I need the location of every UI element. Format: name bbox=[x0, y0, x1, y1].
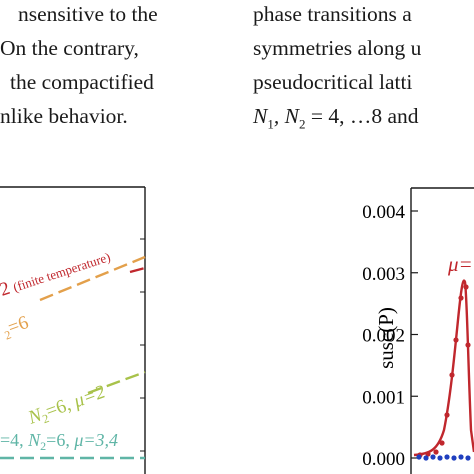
label-teal-after: =6, bbox=[46, 430, 74, 450]
svg-text:N2=6, μ=2: N2=6, μ=2 bbox=[25, 381, 110, 431]
blue-marker bbox=[444, 454, 450, 460]
label-red-note: (finite temperature) bbox=[11, 249, 112, 295]
y-tick-label: 0.000 bbox=[362, 449, 405, 470]
y-tick-label: 0.003 bbox=[362, 264, 405, 285]
label-orange-sub: 2 bbox=[3, 327, 13, 342]
right-text-line-2: symmetries along u bbox=[253, 36, 422, 60]
left-text-line-4: nlike behavior. bbox=[0, 104, 128, 128]
math-n1: N bbox=[253, 104, 268, 128]
red-marker bbox=[463, 284, 469, 290]
red-marker bbox=[433, 449, 439, 455]
right-plot-y-ticks: 0.000 0.001 0.002 0.003 0.004 bbox=[362, 202, 418, 470]
series-olive-line bbox=[87, 370, 146, 395]
label-red: 2(finite temperature) bbox=[0, 245, 113, 301]
label-teal: =4, N2=6, μ=3,4 bbox=[0, 430, 118, 453]
math-and: and bbox=[387, 104, 419, 128]
blue-marker bbox=[465, 455, 471, 461]
left-text-line-2: On the contrary, bbox=[0, 36, 139, 60]
series-red-markers bbox=[417, 284, 471, 458]
red-marker bbox=[449, 372, 455, 378]
label-orange: 2=6 bbox=[0, 312, 32, 343]
red-marker bbox=[453, 337, 459, 343]
label-olive-sub: 2 bbox=[41, 411, 51, 426]
y-tick-label: 0.002 bbox=[362, 326, 405, 347]
red-marker bbox=[439, 440, 445, 446]
label-teal-text: =4, bbox=[0, 430, 28, 450]
red-marker bbox=[444, 412, 450, 418]
label-olive-mu: μ=2 bbox=[70, 381, 109, 412]
label-teal-prefix: N bbox=[27, 430, 41, 450]
math-sub-1: 1 bbox=[267, 116, 274, 132]
blue-marker bbox=[458, 454, 464, 460]
series-red-curve bbox=[413, 279, 474, 457]
blue-marker bbox=[416, 454, 422, 460]
blue-marker bbox=[423, 455, 429, 461]
right-text-line-1: phase transitions a bbox=[253, 2, 412, 26]
series-red-line bbox=[129, 266, 146, 274]
math-tail: = 4, …8 bbox=[305, 104, 388, 128]
left-text-line-3: the compactified bbox=[10, 70, 154, 94]
red-marker bbox=[425, 451, 431, 457]
math-n2: , N bbox=[273, 104, 299, 128]
label-teal-sub: 2 bbox=[40, 439, 46, 453]
series-blue-markers bbox=[416, 454, 471, 461]
right-plot-annotation: μ= bbox=[447, 252, 473, 276]
right-text-line-4: N1, N2 = 4, …8 and bbox=[253, 104, 419, 132]
label-olive: N2=6, μ=2 bbox=[25, 381, 110, 431]
svg-text:2=6: 2=6 bbox=[0, 312, 32, 343]
left-text-line-1: nsensitive to the bbox=[18, 2, 158, 26]
left-plot: 2(finite temperature) 2=6 N2=6, μ=2 =4, … bbox=[0, 186, 146, 474]
blue-marker bbox=[430, 454, 436, 460]
red-marker bbox=[458, 295, 464, 301]
svg-text:2(finite temperature): 2(finite temperature) bbox=[0, 245, 113, 300]
y-tick-label: 0.001 bbox=[362, 387, 405, 408]
math-sub-2: 2 bbox=[298, 116, 306, 132]
right-plot-ylabel: susc(P) bbox=[374, 307, 398, 369]
y-tick-label: 0.004 bbox=[362, 202, 405, 223]
blue-marker bbox=[451, 455, 457, 461]
blue-marker bbox=[437, 455, 443, 461]
right-text-line-3: pseudocritical latti bbox=[253, 70, 413, 94]
red-marker bbox=[465, 342, 471, 348]
label-teal-mu: μ=3,4 bbox=[73, 430, 118, 450]
